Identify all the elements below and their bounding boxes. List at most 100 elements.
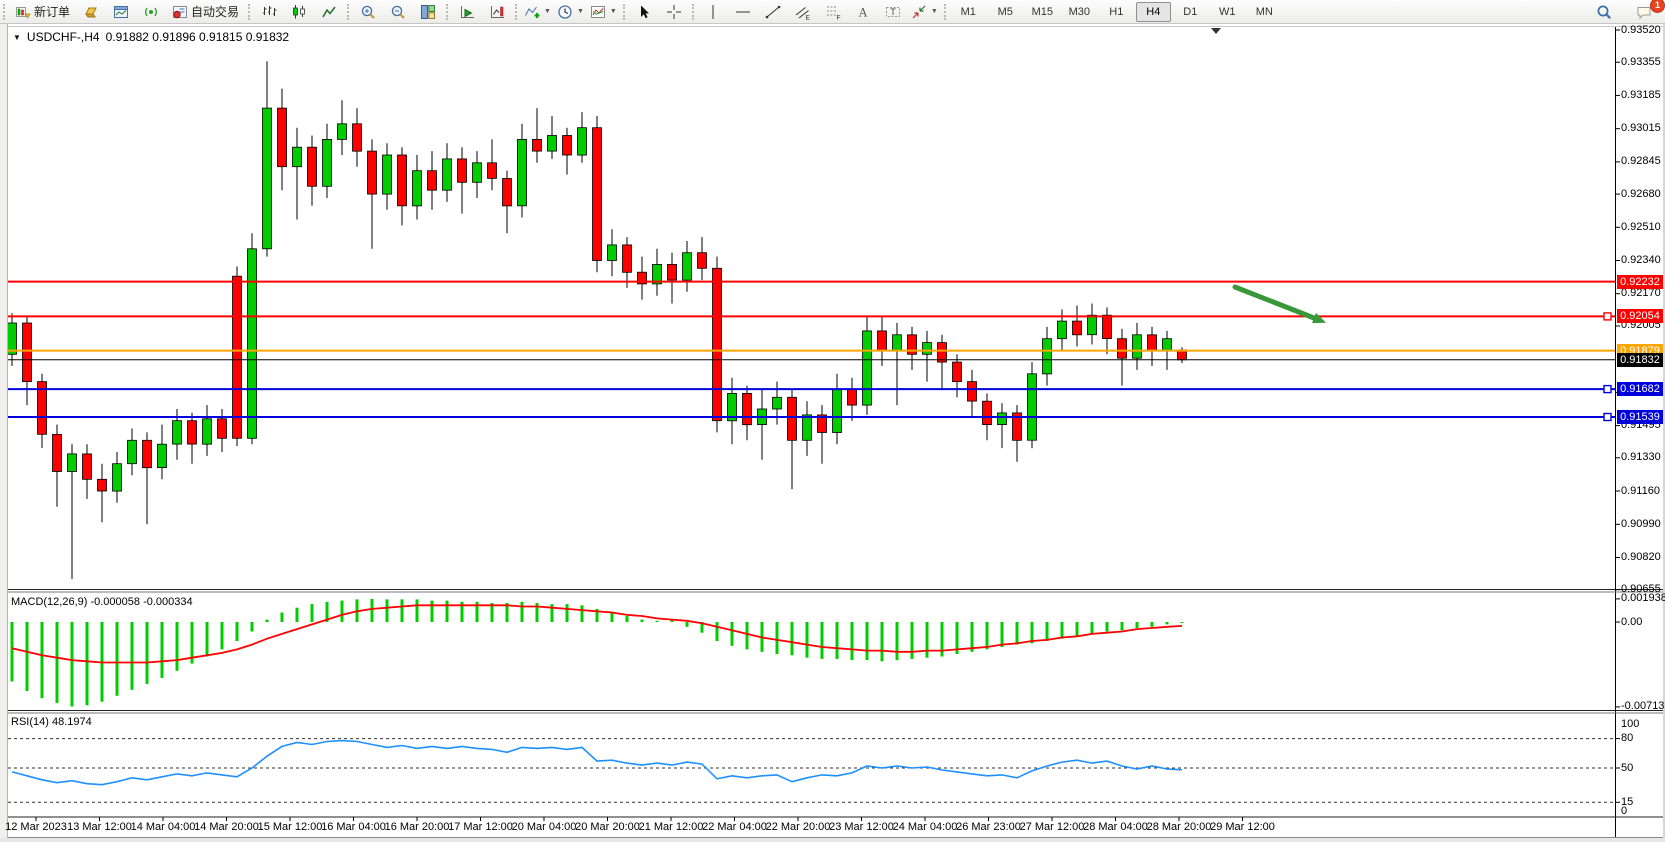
- svg-text:E: E: [805, 14, 810, 20]
- chevron-down-icon[interactable]: ▼: [609, 8, 617, 15]
- toolbar-drag-handle[interactable]: [691, 3, 694, 20]
- timeframe-button-m15[interactable]: M15: [1031, 5, 1053, 18]
- date-axis-label: 20 Mar 04:00: [511, 821, 577, 833]
- channel-button[interactable]: E: [788, 1, 818, 23]
- chevron-down-icon[interactable]: ▼: [576, 8, 584, 15]
- chart-shift-icon: [491, 5, 505, 18]
- signals-button[interactable]: [136, 1, 166, 23]
- main-toolbar: 新订单 自动交易 ▼ ▼ ▼ E F A T ▼ M1 M5 M15 M30 H1 H4 D1 W1 MN 1: [0, 0, 1665, 24]
- trendline-button[interactable]: [758, 1, 788, 23]
- chart-window-button[interactable]: [106, 1, 136, 23]
- auto-scroll-icon: [461, 5, 475, 18]
- new-order-button[interactable]: 新订单: [9, 1, 76, 23]
- candlestick-button[interactable]: [284, 1, 314, 23]
- horizontal-line-icon: [735, 11, 750, 12]
- toolbar-drag-handle[interactable]: [515, 3, 518, 20]
- notification-badge: 1: [1650, 0, 1665, 13]
- periods-button[interactable]: ▼: [554, 1, 587, 23]
- zoom-out-button[interactable]: [383, 1, 413, 23]
- horizontal-line-button[interactable]: [728, 1, 758, 23]
- date-axis-label: 29 Mar 12:00: [1210, 821, 1275, 833]
- text-label-button[interactable]: T: [878, 1, 908, 23]
- date-axis-label: 28 Mar 20:00: [1146, 821, 1212, 833]
- date-axis-label: 14 Mar 04:00: [130, 821, 196, 833]
- level-price-badge[interactable]: 0.91539: [1617, 410, 1663, 424]
- macd-axis-label: 0.001938: [1621, 592, 1665, 604]
- toolbar-drag-handle[interactable]: [347, 3, 350, 20]
- zoom-in-button[interactable]: [353, 1, 383, 23]
- channel-icon: E: [795, 6, 810, 20]
- new-order-button-label: 新订单: [34, 5, 71, 19]
- symbol-dropdown-icon[interactable]: ▼: [13, 32, 21, 42]
- timeframe-button-m30[interactable]: M30: [1068, 5, 1090, 18]
- date-axis-label: 14 Mar 20:00: [194, 821, 259, 833]
- timeframe-button-m1[interactable]: M1: [960, 5, 976, 18]
- zoom-in-icon: [361, 5, 375, 19]
- toolbar-drag-handle[interactable]: [248, 3, 251, 20]
- arrows-button[interactable]: ▼: [908, 1, 941, 23]
- chevron-down-icon[interactable]: ▼: [544, 8, 551, 15]
- rsi-axis-label: 100: [1621, 718, 1640, 730]
- price-axis-label: 0.90990: [1621, 518, 1661, 530]
- date-axis-label: 16 Mar 04:00: [321, 821, 386, 833]
- tile-windows-icon: [421, 4, 436, 19]
- macd-axis-label: -0.007132: [1621, 700, 1665, 712]
- timeframe-button-h4[interactable]: H4: [1135, 1, 1171, 22]
- price-axis-label: 0.90820: [1621, 551, 1661, 563]
- chart-shift-button[interactable]: [482, 1, 512, 23]
- auto-scroll-button[interactable]: [452, 1, 482, 23]
- gold-chart-button[interactable]: [76, 1, 106, 23]
- arrows-icon: [912, 5, 926, 18]
- date-axis-label: 15 Mar 12:00: [257, 821, 323, 833]
- hline-marker: [1603, 384, 1612, 394]
- cursor-icon: [640, 5, 649, 18]
- autotrading-button-label: 自动交易: [191, 5, 240, 19]
- bar-chart-button[interactable]: [254, 1, 284, 23]
- level-price-badge[interactable]: 0.92232: [1617, 275, 1663, 289]
- candlesticks: [7, 61, 1187, 579]
- price-axis-ticks: [35, 29, 1620, 821]
- chevron-down-icon[interactable]: ▼: [930, 8, 938, 15]
- toolbar-drag-handle[interactable]: [622, 3, 625, 20]
- indicators-icon: [525, 6, 540, 18]
- timeframe-button-d1[interactable]: D1: [1183, 5, 1198, 18]
- timeframe-button-w1[interactable]: W1: [1219, 5, 1236, 18]
- indicators-button[interactable]: ▼: [521, 1, 554, 23]
- level-price-badge[interactable]: 0.91682: [1617, 382, 1663, 396]
- trend-annotation-arrow[interactable]: [1232, 284, 1327, 324]
- horizontal-level-lines[interactable]: [8, 280, 1615, 422]
- cursor-button[interactable]: [629, 1, 659, 23]
- tile-windows-button[interactable]: [413, 1, 443, 23]
- bar-chart-icon: [263, 5, 277, 16]
- chart-shift-marker[interactable]: [1211, 28, 1221, 34]
- autotrading-icon: [173, 5, 188, 18]
- text-label-icon: T: [885, 6, 900, 17]
- date-axis-label: 13 Mar 12:00: [67, 821, 132, 833]
- crosshair-button[interactable]: [659, 1, 689, 23]
- window-right-border: [1663, 23, 1665, 842]
- fibonacci-button[interactable]: F: [818, 1, 848, 23]
- chart-frame: [0, 26, 1665, 838]
- vertical-line-button[interactable]: [698, 1, 728, 23]
- signal-icon: [145, 7, 157, 16]
- price-axis-label: 0.93185: [1621, 89, 1661, 101]
- timeframe-button-m5[interactable]: M5: [997, 5, 1013, 18]
- fibonacci-icon: F: [826, 6, 840, 20]
- autotrading-button[interactable]: 自动交易: [166, 1, 245, 23]
- level-price-badge[interactable]: 0.92054: [1617, 309, 1663, 323]
- toolbar-drag-handle[interactable]: [943, 3, 946, 20]
- current-price-badge[interactable]: 0.91832: [1617, 353, 1663, 367]
- toolbar-drag-handle[interactable]: [3, 3, 5, 20]
- timeframe-button-h1[interactable]: H1: [1109, 5, 1124, 18]
- price-axis-label: 0.91330: [1621, 451, 1661, 463]
- timeframe-button-mn[interactable]: MN: [1255, 5, 1273, 18]
- search-button[interactable]: [1589, 1, 1619, 23]
- svg-text:F: F: [836, 14, 840, 20]
- notifications-button[interactable]: 1: [1629, 0, 1665, 23]
- text-button[interactable]: A: [848, 1, 878, 23]
- toolbar-drag-handle[interactable]: [446, 3, 449, 20]
- price-axis-label: 0.91160: [1621, 485, 1660, 497]
- line-chart-button[interactable]: [314, 1, 344, 23]
- templates-button[interactable]: ▼: [587, 1, 620, 23]
